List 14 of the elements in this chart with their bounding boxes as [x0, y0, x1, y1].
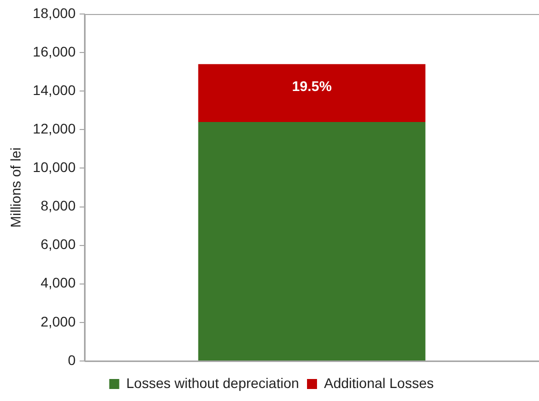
annotation: 19.5% — [292, 78, 332, 94]
y-axis-title: Millions of lei — [7, 147, 24, 228]
y-tick-label: 8,000 — [40, 198, 76, 214]
legend-label: Losses without depreciation — [126, 374, 300, 391]
y-tick-label: 18,000 — [32, 4, 76, 21]
y-tick-label: 2,000 — [40, 313, 76, 330]
y-tick-label: 6,000 — [40, 236, 76, 252]
y-tick-label: 16,000 — [32, 43, 76, 60]
y-tick-label: 0 — [68, 352, 76, 368]
y-tick-label: 14,000 — [32, 82, 76, 98]
y-tick-label: 10,000 — [32, 159, 76, 176]
y-tick-label: 4,000 — [40, 274, 76, 291]
y-tick-label: 12,000 — [32, 120, 76, 137]
legend-label: Additional Losses — [324, 374, 434, 391]
